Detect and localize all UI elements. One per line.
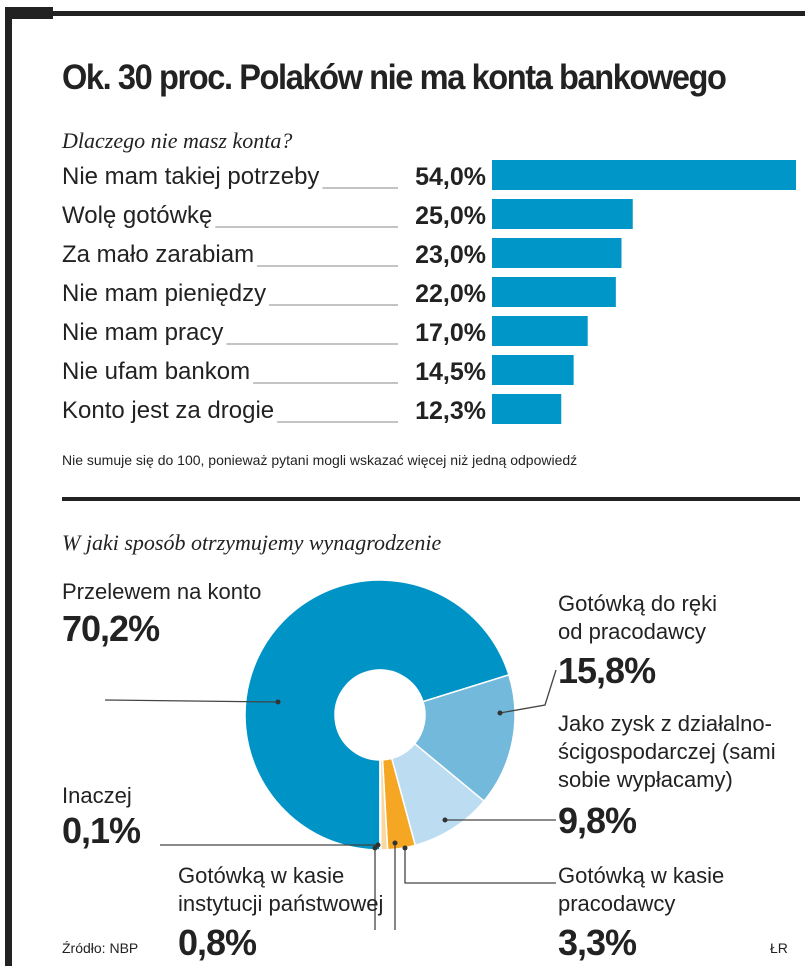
- bar-value-label: 12,3%: [415, 397, 486, 425]
- label-inst-1: Gotówką w kasie: [178, 863, 345, 888]
- label-zysk-2: ścigospodarczej (sami: [558, 739, 776, 764]
- label-inst-2: instytucji państwowej: [178, 891, 384, 916]
- chart-title: Ok. 30 proc. Polaków nie ma konta bankow…: [62, 58, 727, 97]
- bar: [492, 355, 574, 385]
- author: ŁR: [770, 940, 788, 956]
- leader-line: [404, 848, 556, 884]
- bar: [492, 316, 588, 346]
- bar-value-label: 54,0%: [415, 163, 486, 191]
- bar-value-label: 23,0%: [415, 241, 486, 269]
- bar-subtitle: Dlaczego nie masz konta?: [62, 128, 293, 153]
- label-inaczej: Inaczej: [62, 783, 132, 808]
- label-zysk-1: Jako zysk z działalno-: [558, 711, 772, 736]
- bar-value-label: 17,0%: [415, 319, 486, 347]
- bar: [492, 238, 622, 268]
- value-zysk: 9,8%: [558, 800, 637, 841]
- label-zysk-3: sobie wypłacamy): [558, 767, 733, 792]
- value-kasa: 3,3%: [558, 922, 637, 963]
- label-kasa-2: pracodawcy: [558, 891, 676, 916]
- bar-value-label: 22,0%: [415, 280, 486, 308]
- bar-note: Nie sumuje się do 100, ponieważ pytani m…: [62, 452, 578, 468]
- donut-slice: [244, 579, 510, 851]
- bar-category-label: Nie mam takiej potrzeby: [62, 163, 319, 190]
- donut-slice: [379, 759, 382, 851]
- value-inaczej: 0,1%: [62, 810, 141, 851]
- bar: [492, 199, 633, 229]
- bar-category-label: Konto jest za drogie: [62, 397, 274, 424]
- label-reka-2: od pracodawcy: [558, 619, 706, 644]
- bar: [492, 160, 796, 190]
- leader-dot: [275, 699, 281, 705]
- bar-category-label: Nie ufam bankom: [62, 358, 250, 385]
- leader-dot: [442, 817, 448, 823]
- value-reka: 15,8%: [558, 650, 656, 691]
- bar-category-label: Wolę gotówkę: [62, 202, 212, 229]
- value-inst: 0,8%: [178, 922, 257, 963]
- pie-subtitle: W jaki sposób otrzymujemy wynagrodzenie: [62, 530, 442, 555]
- bar-chart: Nie mam takiej potrzeby 54,0% Wolę gotówkę…: [62, 160, 796, 425]
- label-kasa-1: Gotówką w kasie: [558, 863, 725, 888]
- leader-line: [104, 699, 279, 703]
- donut-slice: [413, 673, 516, 803]
- bar-category-label: Nie mam pracy: [62, 319, 223, 346]
- bar: [492, 394, 562, 424]
- bar-value-label: 14,5%: [415, 358, 486, 386]
- source: Źródło: NBP: [62, 940, 139, 956]
- bar: [492, 277, 616, 307]
- leader-dot: [497, 710, 503, 716]
- value-przelew: 70,2%: [62, 608, 160, 649]
- leader-dot: [402, 845, 408, 851]
- label-przelew: Przelewem na konto: [62, 579, 262, 604]
- label-reka-1: Gotówką do ręki: [558, 591, 717, 616]
- leader-dot: [392, 840, 398, 846]
- bar-category-label: Nie mam pieniędzy: [62, 280, 266, 307]
- leader-dot: [372, 845, 378, 851]
- leader-line: [499, 669, 557, 714]
- bar-category-label: Za mało zarabiam: [62, 241, 254, 268]
- bar-value-label: 25,0%: [415, 202, 486, 230]
